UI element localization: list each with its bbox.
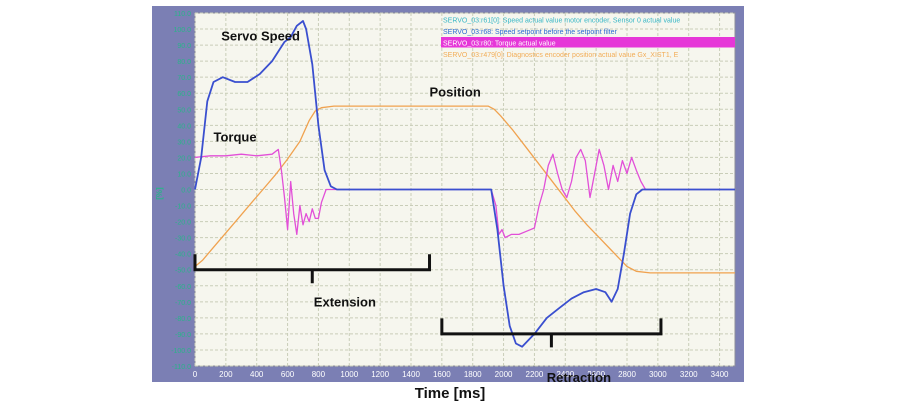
series-lines xyxy=(194,20,735,348)
x-tick-label: 1200 xyxy=(371,370,389,379)
x-tick-label: 2800 xyxy=(618,370,636,379)
x-tick-label: 3000 xyxy=(649,370,667,379)
x-tick-label: 3200 xyxy=(680,370,698,379)
x-axis-label: Time [ms] xyxy=(415,385,486,402)
y-tick-label: 40.0 xyxy=(177,123,191,130)
y-tick-label: -80.0 xyxy=(175,316,191,323)
legend-highlight xyxy=(441,37,735,48)
servo-speed-annotation: Servo Speed xyxy=(221,28,300,43)
x-tick-label: 400 xyxy=(250,370,264,379)
position-annotation: Position xyxy=(430,84,481,99)
y-tick-label: 60.0 xyxy=(177,91,191,98)
y-tick-label: -100.0 xyxy=(171,348,191,355)
x-tick-label: 1600 xyxy=(433,370,451,379)
torque-line xyxy=(194,148,735,239)
x-tick-label: 200 xyxy=(219,370,233,379)
legend-entry: SERVO_03:r68: Speed setpoint before the … xyxy=(443,29,617,36)
y-tick-label: -60.0 xyxy=(175,284,191,291)
x-tick-label: 600 xyxy=(281,370,295,379)
y-tick-label: 110.0 xyxy=(174,11,191,18)
x-tick-label: 0 xyxy=(193,370,198,379)
y-tick-label: 20.0 xyxy=(177,155,191,162)
y-tick-label: -30.0 xyxy=(175,236,191,243)
y-tick-label: -110.0 xyxy=(172,364,191,371)
y-tick-label: -20.0 xyxy=(175,220,191,227)
position-line xyxy=(194,105,735,274)
y-tick-label: 10.0 xyxy=(177,171,191,178)
y-tick-label: 30.0 xyxy=(177,139,191,146)
y-tick-label: 100.0 xyxy=(173,27,191,34)
legend-entry: SERVO_03:r80: Torque actual value xyxy=(443,41,556,48)
y-tick-label: -50.0 xyxy=(175,268,191,275)
x-tick-label: 800 xyxy=(312,370,326,379)
y-tick-label: 80.0 xyxy=(177,59,191,66)
x-tick-label: 2400 xyxy=(556,370,574,379)
y-axis-label: [%] xyxy=(155,187,164,200)
annotations: Servo Speed Position Torque Extension Retrac… xyxy=(193,28,663,385)
servo-speed-line xyxy=(194,20,735,348)
x-tick-label: 2200 xyxy=(526,370,544,379)
legend-entry: SERVO_03:r479[0]: Diagnostics encoder po… xyxy=(443,52,679,59)
x-tick-label: 2600 xyxy=(587,370,605,379)
retraction-bracket xyxy=(440,318,663,348)
extension-annotation: Extension xyxy=(314,295,376,310)
x-tick-label: 2000 xyxy=(495,370,513,379)
torque-annotation: Torque xyxy=(214,129,257,144)
retraction-annotation: Retraction xyxy=(547,370,611,385)
legend-entry: SERVO_03:r61[0]: Speed actual value moto… xyxy=(443,18,680,25)
legend: SERVO_03:r61[0]: Speed actual value moto… xyxy=(441,18,735,59)
x-tick-label: 1400 xyxy=(402,370,420,379)
tick-labels: 0 200 400 600 800 1000 1200 1400 1600 1800 2000 220… xyxy=(171,11,729,379)
x-tick-label: 1000 xyxy=(340,370,358,379)
x-tick-label: 3400 xyxy=(711,370,729,379)
y-tick-label: 70.0 xyxy=(177,75,191,82)
y-tick-label: 0.0 xyxy=(181,188,191,195)
y-tick-label: -40.0 xyxy=(175,252,191,259)
y-tick-label: -70.0 xyxy=(175,300,191,307)
x-tick-label: 1800 xyxy=(464,370,482,379)
extension-bracket xyxy=(193,254,432,284)
y-tick-label: 50.0 xyxy=(177,107,191,114)
y-tick-label: -90.0 xyxy=(175,332,191,339)
y-tick-label: -10.0 xyxy=(175,204,191,211)
y-tick-label: 90.0 xyxy=(177,43,191,50)
